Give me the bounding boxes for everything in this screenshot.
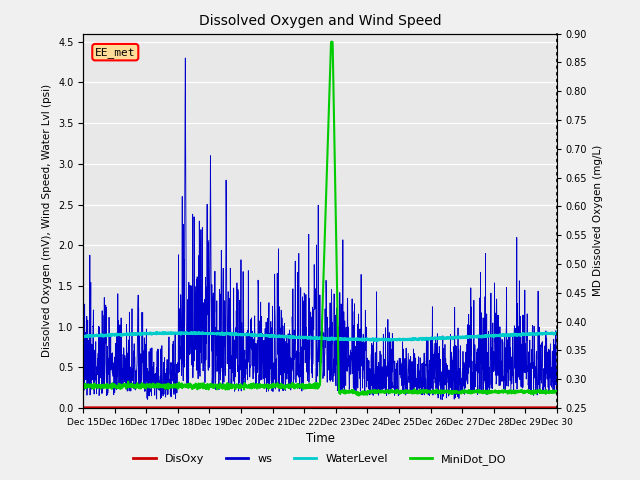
Y-axis label: Dissolved Oxygen (mV), Wind Speed, Water Lvl (psi): Dissolved Oxygen (mV), Wind Speed, Water… xyxy=(42,84,52,358)
X-axis label: Time: Time xyxy=(305,432,335,445)
Y-axis label: MD Dissolved Oxygen (mg/L): MD Dissolved Oxygen (mg/L) xyxy=(593,145,603,297)
Title: Dissolved Oxygen and Wind Speed: Dissolved Oxygen and Wind Speed xyxy=(198,14,442,28)
Text: EE_met: EE_met xyxy=(95,47,136,58)
Legend: DisOxy, ws, WaterLevel, MiniDot_DO: DisOxy, ws, WaterLevel, MiniDot_DO xyxy=(129,450,511,469)
